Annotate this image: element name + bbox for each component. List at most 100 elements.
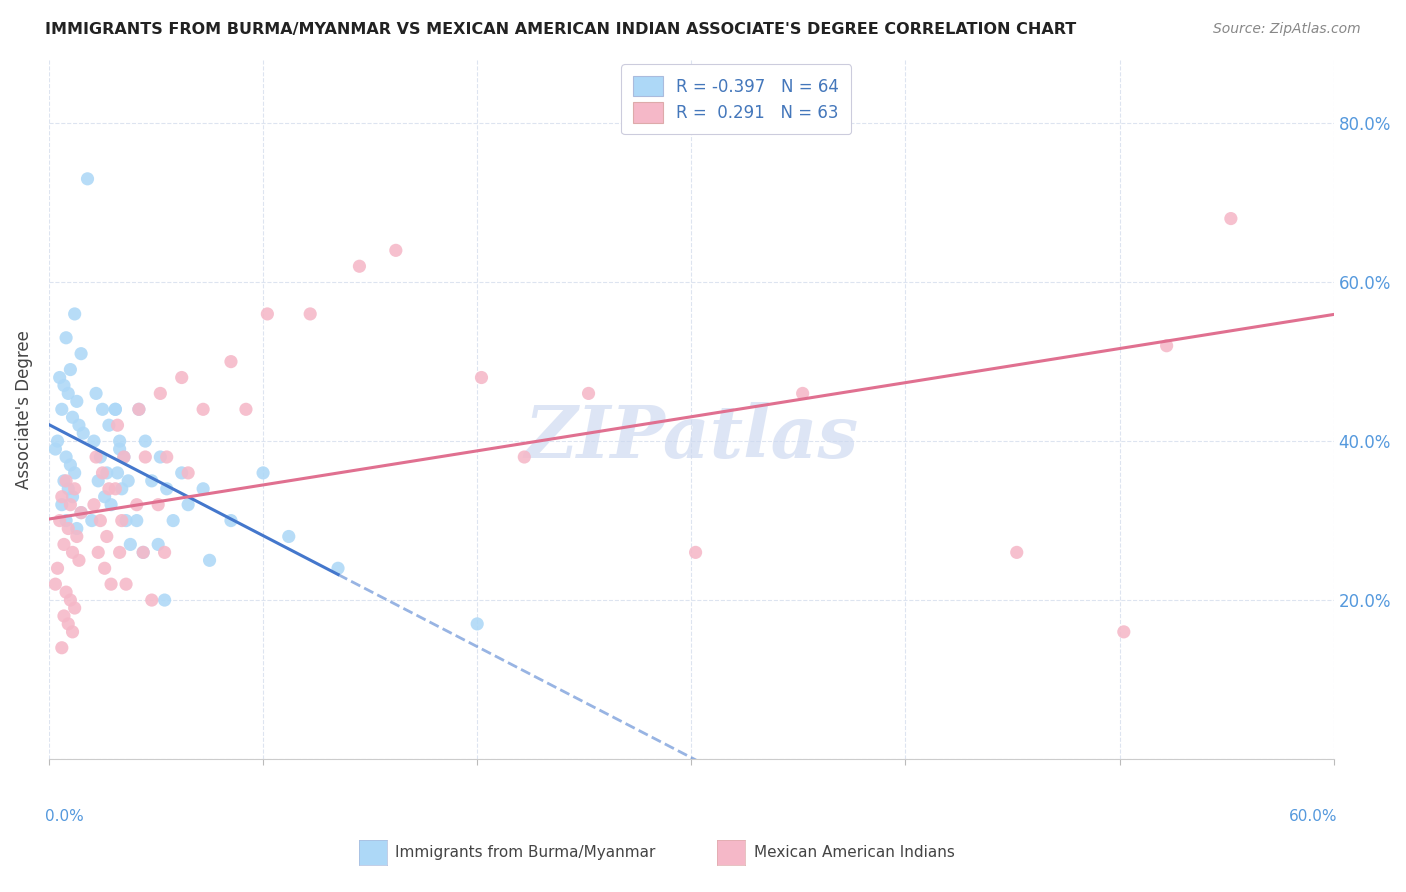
- Point: [83, 498, 105, 512]
- Point: [58, 522, 80, 536]
- Point: [235, 402, 257, 417]
- Point: [128, 402, 150, 417]
- Point: [62, 545, 84, 559]
- Point: [59, 498, 82, 512]
- Text: Mexican American Indians: Mexican American Indians: [754, 846, 955, 860]
- Point: [470, 370, 492, 384]
- Point: [70, 346, 93, 360]
- Point: [685, 545, 707, 559]
- Point: [76, 171, 98, 186]
- Point: [89, 450, 111, 464]
- Point: [97, 418, 120, 433]
- Point: [80, 514, 103, 528]
- Point: [177, 466, 200, 480]
- Point: [97, 482, 120, 496]
- Point: [52, 609, 75, 624]
- Point: [87, 545, 110, 559]
- Point: [63, 307, 86, 321]
- Point: [170, 370, 193, 384]
- Point: [100, 577, 122, 591]
- Point: [63, 466, 86, 480]
- Point: [134, 450, 156, 464]
- Point: [349, 259, 371, 273]
- Point: [84, 386, 107, 401]
- Point: [62, 490, 84, 504]
- Point: [153, 593, 176, 607]
- Point: [156, 482, 179, 496]
- Point: [63, 482, 86, 496]
- Point: [326, 561, 349, 575]
- Point: [191, 482, 214, 496]
- Point: [132, 545, 155, 559]
- Text: ZIPatlas: ZIPatlas: [524, 401, 859, 473]
- Point: [58, 616, 80, 631]
- Point: [153, 545, 176, 559]
- Point: [55, 514, 77, 528]
- Point: [89, 514, 111, 528]
- Point: [62, 410, 84, 425]
- Point: [51, 498, 73, 512]
- Text: Source: ZipAtlas.com: Source: ZipAtlas.com: [1213, 22, 1361, 37]
- Point: [55, 331, 77, 345]
- Point: [66, 529, 89, 543]
- Point: [104, 482, 127, 496]
- Text: 60.0%: 60.0%: [1289, 809, 1337, 824]
- Point: [117, 474, 139, 488]
- Point: [146, 537, 169, 551]
- Point: [66, 522, 89, 536]
- Point: [93, 490, 115, 504]
- Point: [156, 450, 179, 464]
- Point: [256, 307, 278, 321]
- Point: [55, 450, 77, 464]
- Point: [63, 601, 86, 615]
- Point: [465, 616, 488, 631]
- Point: [59, 458, 82, 472]
- Point: [134, 434, 156, 449]
- Point: [67, 553, 90, 567]
- Point: [59, 593, 82, 607]
- Point: [115, 577, 138, 591]
- Point: [277, 529, 299, 543]
- Point: [108, 545, 131, 559]
- Point: [58, 386, 80, 401]
- Point: [52, 474, 75, 488]
- Point: [48, 514, 70, 528]
- Point: [87, 474, 110, 488]
- Point: [125, 498, 148, 512]
- Point: [48, 370, 70, 384]
- Point: [70, 506, 93, 520]
- Point: [96, 466, 118, 480]
- Point: [100, 498, 122, 512]
- Point: [513, 450, 536, 464]
- Point: [51, 402, 73, 417]
- Point: [146, 498, 169, 512]
- Text: IMMIGRANTS FROM BURMA/MYANMAR VS MEXICAN AMERICAN INDIAN ASSOCIATE'S DEGREE CORR: IMMIGRANTS FROM BURMA/MYANMAR VS MEXICAN…: [45, 22, 1076, 37]
- Point: [111, 514, 134, 528]
- Point: [91, 402, 114, 417]
- Point: [70, 506, 93, 520]
- Point: [191, 402, 214, 417]
- Point: [1156, 339, 1178, 353]
- Point: [149, 386, 172, 401]
- Point: [108, 442, 131, 456]
- Point: [107, 418, 129, 433]
- Point: [177, 498, 200, 512]
- Point: [46, 561, 69, 575]
- Point: [578, 386, 600, 401]
- Point: [46, 434, 69, 449]
- Point: [125, 514, 148, 528]
- Point: [128, 402, 150, 417]
- Point: [132, 545, 155, 559]
- Point: [792, 386, 814, 401]
- Point: [55, 585, 77, 599]
- Point: [1112, 624, 1135, 639]
- Point: [107, 466, 129, 480]
- Point: [58, 482, 80, 496]
- Point: [252, 466, 274, 480]
- Point: [44, 577, 66, 591]
- Point: [52, 378, 75, 392]
- Point: [385, 244, 408, 258]
- Y-axis label: Associate's Degree: Associate's Degree: [15, 330, 32, 489]
- Point: [1005, 545, 1028, 559]
- Point: [198, 553, 221, 567]
